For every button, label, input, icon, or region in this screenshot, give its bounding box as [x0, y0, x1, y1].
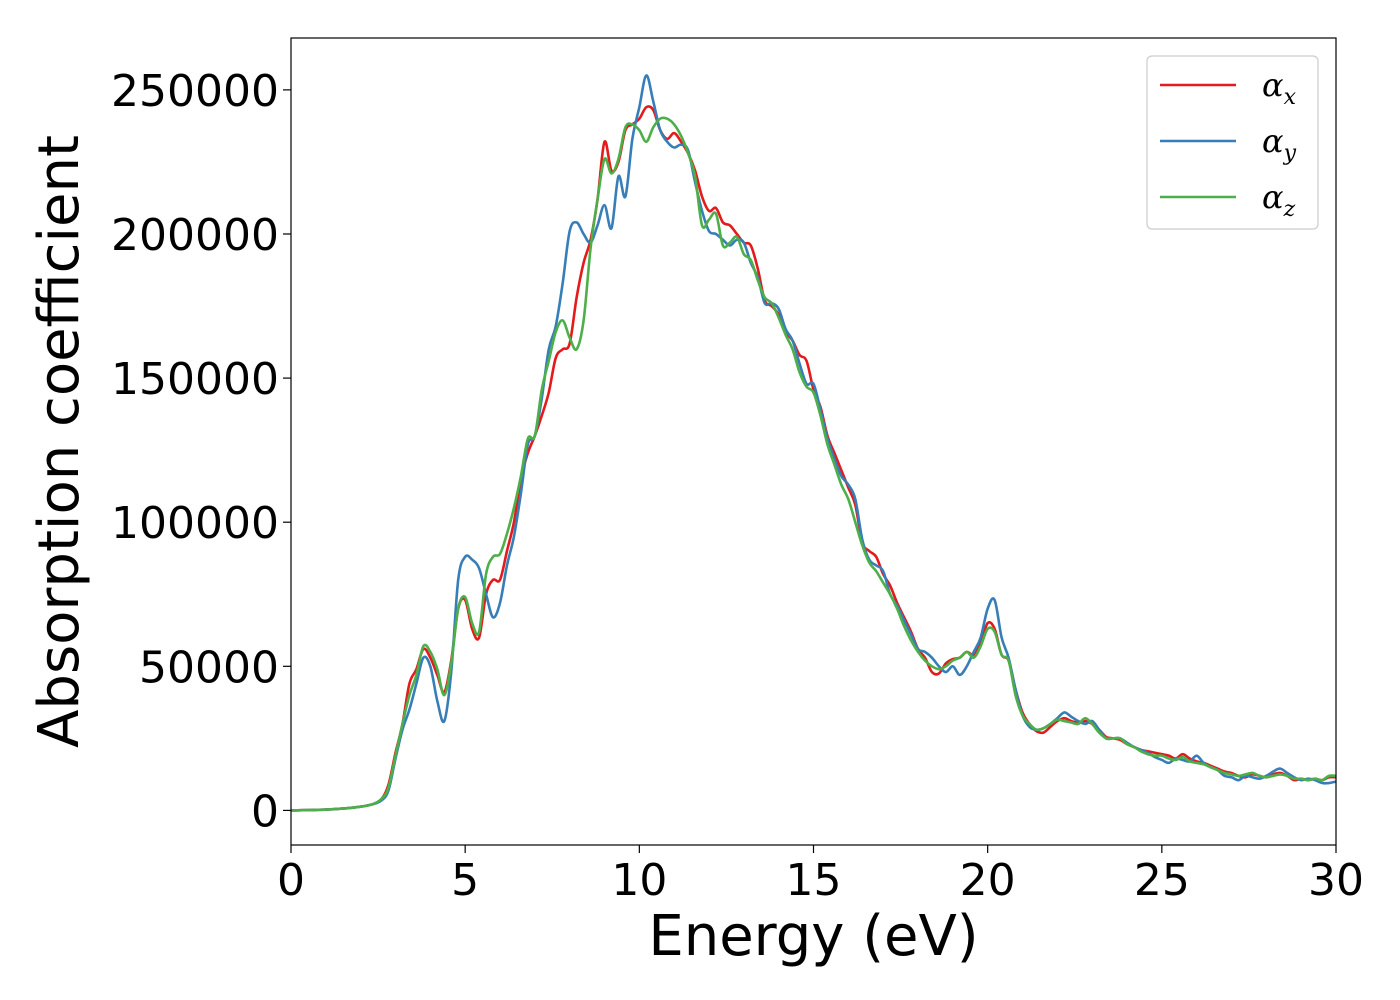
legend-label: αz [1262, 178, 1296, 222]
y-tick-label: 50000 [139, 642, 279, 693]
series-layer [290, 74, 1337, 812]
y-axis-ticks: 0 50000 100000 150000 200000 250000 [111, 66, 291, 837]
y-tick-label: 250000 [111, 66, 279, 117]
y-tick-label: 100000 [111, 498, 279, 549]
x-tick-label: 20 [960, 855, 1016, 906]
x-axis-label: Energy (eV) [648, 904, 978, 969]
legend-subscript: z [1283, 197, 1296, 222]
y-tick-label: 200000 [111, 210, 279, 261]
x-tick-label: 25 [1134, 855, 1190, 906]
x-tick-label: 30 [1308, 855, 1364, 906]
y-tick-label: 0 [251, 786, 279, 837]
y-axis-label: Absorption coefficient [27, 135, 92, 748]
legend-symbol: α [1262, 122, 1284, 160]
x-tick-label: 0 [277, 855, 305, 906]
x-tick-label: 10 [611, 855, 667, 906]
x-axis-ticks: 0 5 10 15 20 25 30 [277, 845, 1364, 906]
legend-label: αx [1262, 66, 1297, 110]
legend-symbol: α [1262, 66, 1284, 104]
series-line-z [290, 116, 1337, 812]
x-tick-label: 15 [786, 855, 842, 906]
legend-symbol: α [1262, 178, 1284, 216]
legend-subscript: y [1283, 141, 1297, 166]
y-tick-label: 150000 [111, 354, 279, 405]
series-line-y [290, 74, 1337, 812]
legend-box [1146, 55, 1319, 230]
legend-label: αy [1262, 122, 1297, 166]
x-tick-label: 5 [451, 855, 479, 906]
legend-subscript: x [1284, 85, 1297, 110]
